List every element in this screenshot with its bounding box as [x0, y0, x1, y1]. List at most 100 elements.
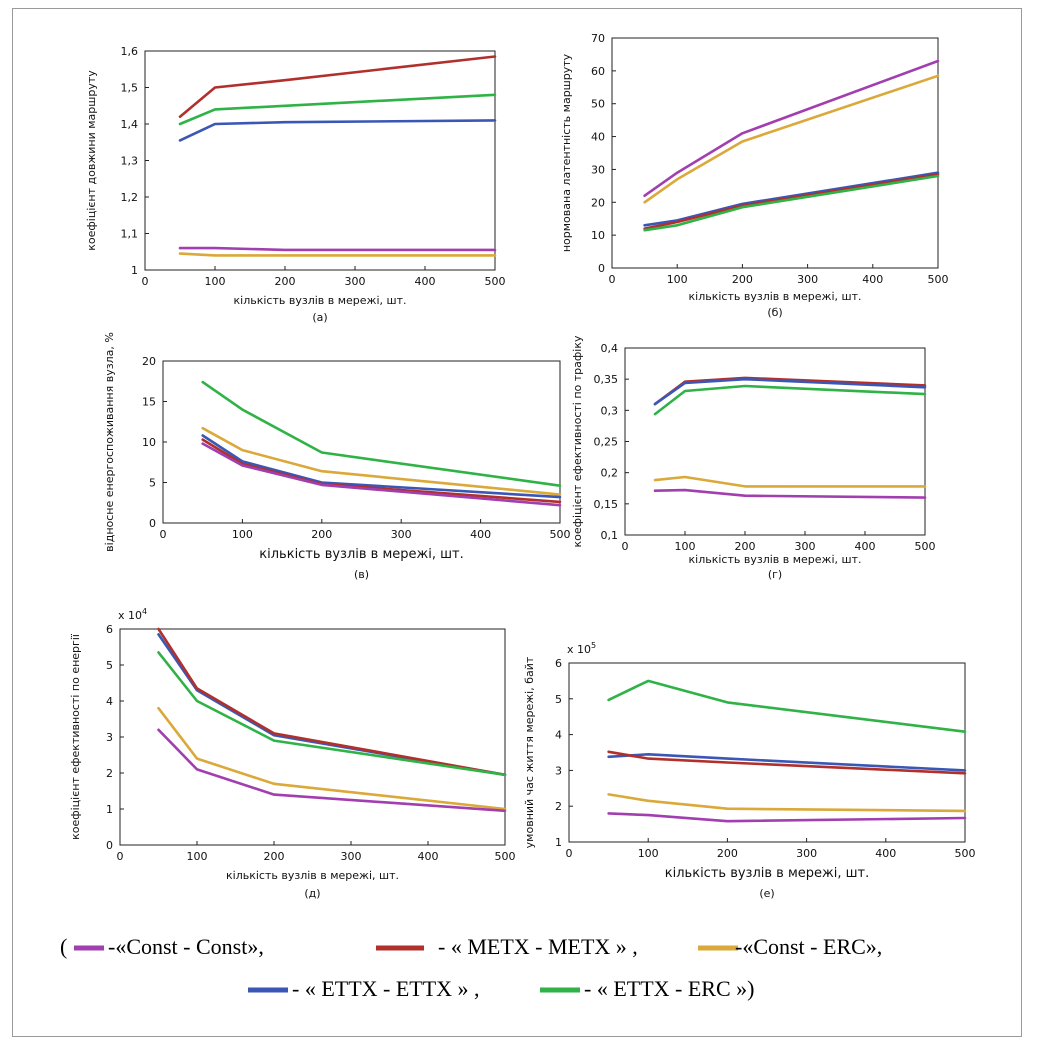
series-line-2 — [607, 750, 967, 775]
x-tick-label: 500 — [550, 528, 571, 541]
y-tick-label: 6 — [555, 657, 562, 670]
y-axis-label: умовний час життя мережі, байт — [523, 656, 536, 848]
y-tick-label: 1,3 — [121, 155, 139, 168]
series-line-3 — [607, 793, 967, 813]
series-line-2 — [178, 119, 497, 142]
y-tick-label: 0,1 — [601, 529, 619, 542]
series-line-3 — [178, 246, 497, 252]
x-tick-label: 300 — [345, 275, 366, 288]
y-tick-label: 1,6 — [121, 45, 139, 58]
y-axis-label: коефіцієнт ефективності по енергії — [69, 633, 82, 840]
series-line-3 — [653, 475, 927, 488]
series-line-2 — [653, 384, 927, 416]
series-line-2 — [643, 171, 940, 227]
x-tick-label: 100 — [638, 847, 659, 860]
y-tick-label: 30 — [591, 163, 605, 176]
x-tick-label: 400 — [862, 273, 883, 286]
y-tick-label: 20 — [142, 355, 156, 368]
chart-caption: (б) — [767, 306, 782, 319]
legend-open-paren: ( — [60, 934, 67, 959]
y-tick-label: 1,2 — [121, 191, 139, 204]
series-line-4 — [653, 488, 927, 499]
x-tick-label: 300 — [391, 528, 412, 541]
y-tick-label: 4 — [106, 695, 113, 708]
y-multiplier-base: x 10 — [567, 643, 591, 656]
x-tick-label: 200 — [717, 847, 738, 860]
y-multiplier: x 104 — [118, 607, 147, 622]
series-line-1 — [201, 426, 562, 496]
x-tick-label: 100 — [667, 273, 688, 286]
chart-caption: (г) — [768, 568, 782, 581]
series-line-0 — [201, 380, 562, 488]
plot-area — [611, 37, 939, 269]
series-line-4 — [607, 812, 967, 823]
series-line-3 — [643, 173, 940, 230]
x-tick-label: 400 — [470, 528, 491, 541]
x-axis-label: кількість вузлів в мережі, шт. — [665, 866, 869, 881]
y-tick-label: 40 — [591, 131, 605, 144]
y-tick-label: 10 — [142, 436, 156, 449]
x-tick-label: 200 — [311, 528, 332, 541]
y-tick-label: 0,35 — [594, 373, 619, 386]
x-tick-label: 100 — [187, 850, 208, 863]
series-line-2 — [201, 434, 562, 499]
series-line-2 — [157, 651, 507, 777]
x-tick-label: 500 — [495, 850, 516, 863]
x-tick-label: 100 — [205, 275, 226, 288]
series-line-0 — [157, 633, 507, 777]
y-tick-label: 4 — [555, 729, 562, 742]
y-tick-label: 50 — [591, 98, 605, 111]
series-line-1 — [607, 752, 967, 772]
legend: (-«Const - Const», - « METX - METX » , -«C… — [60, 934, 882, 1001]
x-tick-label: 400 — [855, 540, 876, 553]
x-tick-label: 300 — [795, 540, 816, 553]
y-tick-label: 10 — [591, 229, 605, 242]
chart-3: 0 100 200 300 400 500 0 5 10 15 20 кількість вузлів… — [103, 332, 571, 581]
y-tick-label: 0 — [598, 262, 605, 275]
x-tick-label: 500 — [955, 847, 976, 860]
series-line-0 — [607, 679, 967, 734]
plot-area — [144, 50, 496, 271]
x-tick-label: 400 — [875, 847, 896, 860]
x-tick-label: 200 — [275, 275, 296, 288]
y-tick-label: 1 — [106, 803, 113, 816]
legend-label-0: -«Const - Const», — [108, 934, 264, 959]
x-tick-label: 0 — [160, 528, 167, 541]
series-line-1 — [643, 74, 940, 204]
y-tick-label: 0,15 — [594, 498, 619, 511]
series-line-0 — [178, 55, 497, 118]
chart-2: 0 100 200 300 400 500 0 10 20 30 40 50 60 70 кількість… — [560, 32, 949, 319]
chart-caption: (е) — [759, 887, 774, 900]
figure-frame — [12, 8, 1022, 1037]
series-line-1 — [157, 627, 507, 777]
plot-area — [624, 347, 926, 536]
chart-caption: (в) — [354, 568, 369, 581]
y-tick-label: 1,1 — [121, 228, 139, 241]
y-tick-label: 3 — [106, 731, 113, 744]
y-tick-label: 1 — [131, 264, 138, 277]
x-axis-label: кількість вузлів в мережі, шт. — [689, 553, 862, 566]
y-tick-label: 3 — [555, 764, 562, 777]
x-tick-label: 500 — [915, 540, 936, 553]
y-tick-label: 2 — [555, 800, 562, 813]
series-line-1 — [178, 93, 497, 126]
y-tick-label: 5 — [555, 693, 562, 706]
legend-label-4: - « ETTX - ERC ») — [584, 976, 754, 1001]
y-axis-label: нормована латентність маршруту — [560, 53, 573, 252]
y-axis-label: коефіцієнт ефективності по трафіку — [571, 335, 584, 547]
x-axis-label: кількість вузлів в мережі, шт. — [259, 547, 463, 562]
x-tick-label: 400 — [418, 850, 439, 863]
x-tick-label: 400 — [415, 275, 436, 288]
x-tick-label: 0 — [117, 850, 124, 863]
y-multiplier: x 105 — [567, 641, 596, 656]
series-line-3 — [157, 706, 507, 811]
y-multiplier-exponent: 5 — [591, 641, 596, 650]
chart-caption: (а) — [312, 311, 327, 324]
series-line-0 — [643, 59, 940, 197]
x-tick-label: 300 — [796, 847, 817, 860]
y-tick-label: 2 — [106, 767, 113, 780]
x-tick-label: 0 — [142, 275, 149, 288]
x-tick-label: 100 — [675, 540, 696, 553]
